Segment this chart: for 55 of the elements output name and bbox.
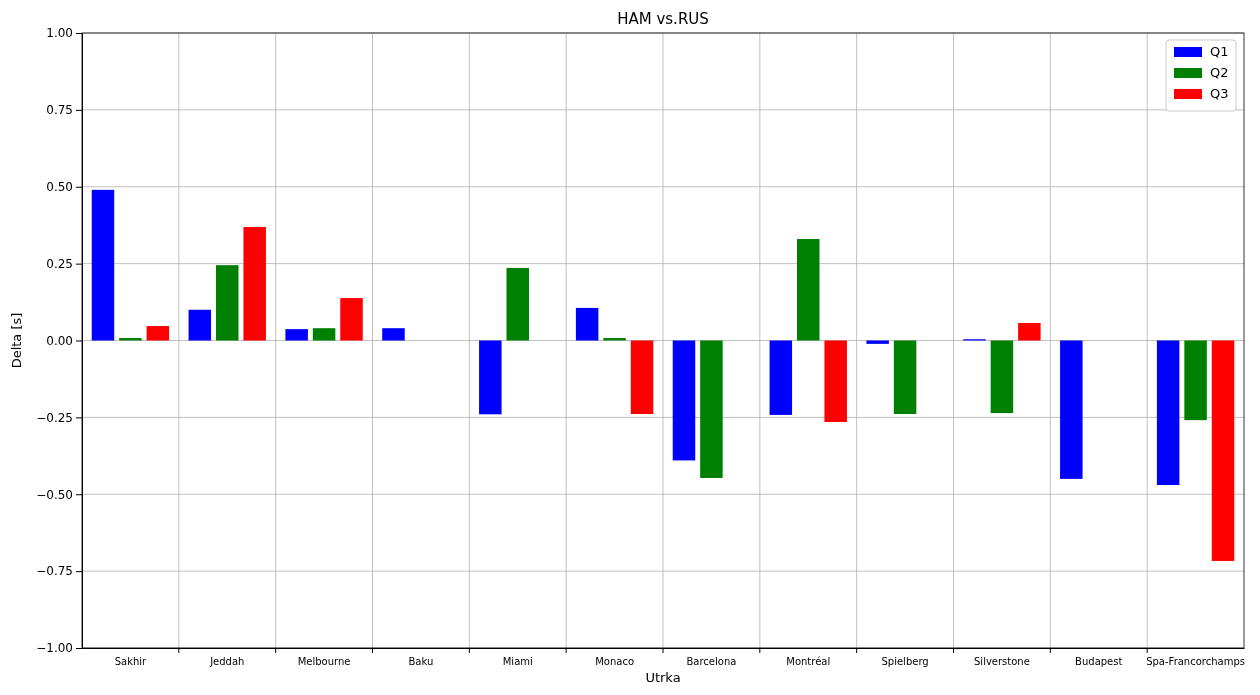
bar: [91, 189, 115, 341]
x-axis-title: Utrka: [645, 670, 681, 685]
bar: [1156, 340, 1180, 486]
bar: [312, 328, 336, 341]
y-tick-label: 0.25: [46, 256, 73, 271]
chart-title: HAM vs.RUS: [617, 10, 709, 28]
x-tick-label: Melbourne: [297, 656, 351, 667]
legend-label: Q3: [1210, 86, 1229, 101]
bar: [506, 267, 529, 341]
y-tick-label: 0.75: [46, 103, 73, 118]
y-tick-label: −1.00: [36, 641, 73, 656]
legend-label: Q2: [1210, 65, 1229, 80]
bar: [824, 340, 847, 422]
bar: [575, 307, 599, 341]
bar: [119, 338, 142, 341]
bar: [866, 340, 889, 344]
y-axis-title: Delta [s]: [9, 312, 24, 369]
bar: [146, 326, 170, 341]
y-tick-label: 0.00: [46, 333, 73, 348]
y-tick-label: −0.25: [36, 410, 73, 425]
x-tick-label: Monaco: [595, 656, 634, 667]
legend-label: Q1: [1210, 44, 1229, 59]
bar: [1211, 340, 1235, 561]
x-tick-label: Barcelona: [686, 656, 737, 667]
bar: [479, 340, 502, 415]
x-tick-label: Jeddah: [209, 656, 245, 667]
bar: [1060, 340, 1083, 479]
bar: [188, 309, 212, 341]
y-tick-label: −0.75: [36, 564, 73, 579]
x-tick-label: Sakhir: [114, 656, 148, 667]
bar: [243, 227, 266, 341]
bar: [672, 340, 696, 461]
bar: [1184, 340, 1207, 421]
bar: [603, 338, 626, 341]
x-tick-label: Montréal: [786, 656, 831, 667]
bar: [797, 239, 820, 341]
x-tick-label: Miami: [502, 656, 533, 667]
x-tick-label: Budapest: [1075, 656, 1123, 667]
x-tick-label: Spielberg: [881, 656, 929, 667]
bar: [630, 340, 654, 414]
y-tick-label: −0.50: [36, 487, 73, 502]
x-tick-label: Baku: [408, 656, 434, 667]
bar: [700, 340, 723, 478]
x-tick-label: Spa-Francorchamps: [1146, 656, 1245, 667]
bar: [1018, 322, 1041, 341]
y-tick-label: 1.00: [46, 26, 73, 41]
bar: [382, 328, 405, 341]
x-tick-label: Silverstone: [974, 656, 1030, 667]
bar: [216, 265, 239, 341]
bar: [340, 298, 363, 341]
bar: [769, 340, 793, 415]
bar: [990, 340, 1014, 414]
bar: [285, 329, 308, 341]
bar: [893, 340, 917, 414]
y-tick-label: 0.50: [46, 180, 73, 195]
